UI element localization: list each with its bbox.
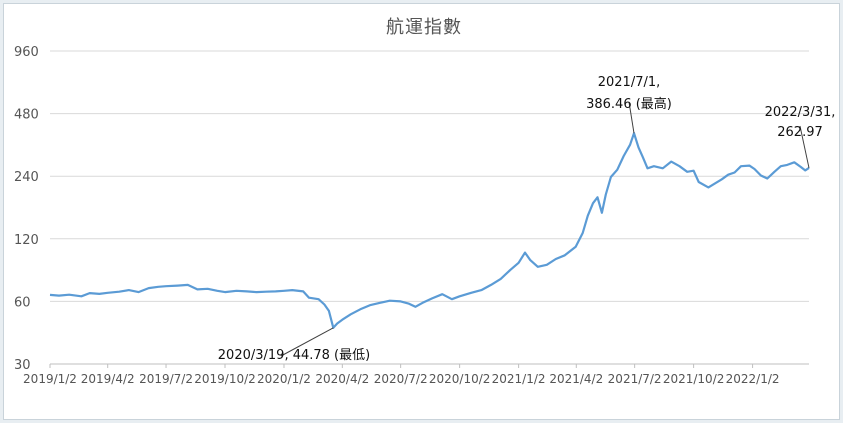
x-tick-label: 2020/7/2 (374, 372, 428, 386)
annotation-leader-line (280, 327, 334, 357)
annotations: 2020/3/19, 44.78 (最低) 2021/7/1, 386.46 (最高… (218, 75, 836, 363)
annotation-leader-line (799, 125, 810, 169)
y-tick-label: 480 (14, 108, 39, 123)
x-tick-label: 2020/4/2 (315, 372, 369, 386)
x-tick-label: 2021/10/2 (663, 372, 725, 386)
annotation-label: 386.46 (最高) (586, 96, 672, 112)
gridlines (50, 50, 809, 302)
y-tick-label: 60 (14, 295, 31, 310)
y-tick-label: 240 (14, 170, 39, 185)
y-axis-ticks: 30 60 120 240 480 960 (14, 45, 39, 373)
annotation-label: 262.97 (777, 125, 823, 140)
y-tick-label: 120 (14, 233, 39, 248)
series-line (49, 132, 810, 329)
x-tick-label: 2019/7/2 (139, 372, 193, 386)
x-tick-label: 2019/10/2 (194, 372, 256, 386)
annotation-label: 2020/3/19, 44.78 (最低) (218, 348, 370, 363)
x-axis-ticks: 2019/1/2 2019/4/2 2019/7/2 2019/10/2 2020/1/… (23, 364, 780, 386)
x-tick-label: 2021/7/2 (608, 372, 662, 386)
x-tick-label: 2022/1/2 (726, 372, 780, 386)
chart-frame: 航運指數 30 60 120 240 480 960 2019/1/2 2019/4/2 20… (3, 3, 840, 420)
x-tick-label: 2020/1/2 (257, 372, 311, 386)
annotation-label: 2022/3/31, (765, 105, 836, 120)
x-tick-label: 2020/10/2 (429, 372, 491, 386)
x-tick-label: 2021/4/2 (549, 372, 603, 386)
y-tick-label: 30 (14, 358, 31, 373)
x-tick-label: 2019/1/2 (23, 372, 77, 386)
annotation-leader-line (628, 101, 635, 134)
x-tick-label: 2021/1/2 (492, 372, 546, 386)
annotation-label: 2021/7/1, (598, 75, 661, 90)
y-tick-label: 960 (14, 45, 39, 60)
chart-title: 航運指數 (386, 17, 462, 38)
x-tick-label: 2019/4/2 (81, 372, 135, 386)
